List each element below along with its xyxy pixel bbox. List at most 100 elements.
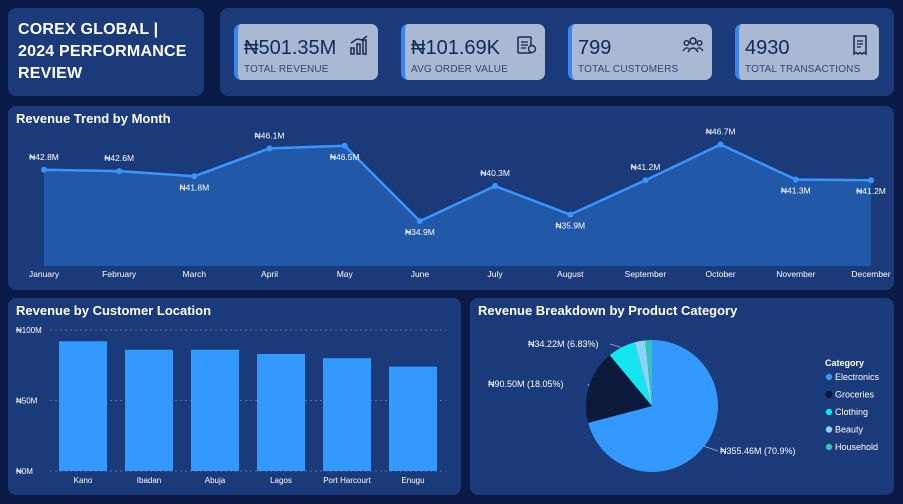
location-bar (323, 358, 371, 471)
pie-leader-line (704, 445, 719, 452)
trend-point (717, 141, 724, 148)
bar-x-tick-label: Kano (74, 476, 93, 485)
product-category-panel: Revenue Breakdown by Product Category ₦3… (470, 298, 894, 495)
trend-x-tick-label: December (851, 269, 890, 279)
trend-point (191, 173, 198, 180)
chart-up-icon (350, 35, 368, 55)
trend-data-label: ₦41.8M (179, 182, 209, 192)
dashboard-title: COREX GLOBAL | 2024 PERFORMANCE REVIEW (18, 21, 187, 82)
kpi-card-total-revenue: ₦501.35M TOTAL REVENUE (234, 24, 378, 80)
kpi-card-total-customers: 799 TOTAL CUSTOMERS (568, 24, 712, 80)
location-bar (59, 341, 107, 471)
revenue-trend-area (44, 144, 871, 266)
pie-leader-line (587, 383, 590, 387)
trend-point (868, 177, 874, 184)
revenue-trend-panel: Revenue Trend by Month ₦42.8M ₦42.6M ₦41.8… (8, 106, 894, 290)
location-bar (125, 349, 173, 471)
receipt-icon (853, 35, 867, 56)
pie-slice (634, 340, 652, 406)
trend-x-tick-label: October (706, 269, 736, 279)
kpi-value: ₦501.35M (244, 37, 337, 59)
trend-x-tick-label: July (488, 269, 504, 279)
trend-x-tick-label: February (102, 269, 137, 279)
pie-slice-label: ₦355.46M (70.9%) (720, 446, 796, 456)
pie-leader-line (609, 343, 622, 348)
trend-data-label: ₦35.9M (555, 221, 585, 231)
trend-data-label: ₦41.2M (856, 186, 886, 196)
title-panel: COREX GLOBAL | 2024 PERFORMANCE REVIEW (8, 8, 204, 96)
trend-point (341, 142, 348, 149)
trend-data-label: ₦46.1M (255, 130, 285, 140)
users-icon (682, 37, 704, 53)
pie-slice (586, 355, 652, 423)
trend-x-tick-label: January (29, 269, 60, 279)
trend-x-tick-label: May (337, 269, 354, 279)
trend-data-label: ₦42.6M (104, 153, 134, 163)
trend-point (116, 168, 123, 175)
location-bar (257, 353, 305, 471)
trend-data-label: ₦41.2M (631, 162, 661, 172)
trend-x-tick-label: March (183, 269, 207, 279)
location-bar (389, 366, 437, 471)
pie-slice (588, 340, 718, 472)
pie-slice-label: ₦34.22M (6.83%) (528, 339, 599, 349)
bar-y-tick-label: ₦100M (16, 326, 42, 335)
trend-x-tick-label: August (557, 269, 584, 279)
bar-y-tick-label: ₦0M (16, 467, 33, 476)
bar-x-tick-label: Lagos (270, 476, 292, 485)
pie-legend-label: Electronics (835, 372, 880, 382)
kpi-card-avg-order-value: ₦101.69K AVG ORDER VALUE (401, 24, 545, 80)
revenue-location-chart: ₦100M ₦50M ₦0M Kano Ibadan Abuja Lagos Port Har… (16, 326, 446, 485)
revenue-trend-chart: ₦42.8M ₦42.6M ₦41.8M ₦46.1M ₦46.5M ₦34.9M ₦40.… (29, 126, 891, 279)
kpi-label: TOTAL CUSTOMERS (578, 64, 679, 75)
pie-legend-swatch (825, 426, 833, 433)
trend-point (567, 211, 574, 218)
trend-data-label: ₦46.7M (706, 126, 736, 136)
pie-legend-swatch (825, 443, 833, 451)
revenue-location-title: Revenue by Customer Location (16, 303, 212, 318)
pie-legend-label: Beauty (835, 425, 864, 435)
bar-x-tick-label: Abuja (205, 476, 226, 485)
pie-slice (645, 340, 652, 406)
trend-point (266, 145, 273, 152)
location-bar (191, 349, 239, 471)
trend-x-tick-label: April (261, 269, 278, 279)
kpi-value: ₦101.69K (411, 37, 500, 59)
bar-x-tick-label: Enugu (401, 476, 424, 485)
pie-legend-swatch (825, 373, 833, 381)
pie-legend-swatch (825, 390, 833, 399)
kpi-value: 799 (578, 37, 612, 59)
revenue-location-panel: Revenue by Customer Location ₦100M ₦50M ₦0… (8, 298, 461, 495)
pie-legend-title: Category (825, 358, 864, 368)
trend-x-tick-label: September (625, 269, 667, 279)
trend-point (41, 166, 47, 173)
pie-legend-swatch (825, 408, 833, 416)
bar-x-tick-label: Port Harcourt (323, 476, 371, 485)
trend-point (492, 183, 499, 190)
product-category-title: Revenue Breakdown by Product Category (478, 303, 738, 318)
pie-legend-label: Clothing (835, 407, 868, 417)
pie-slice-label: ₦90.50M (18.05%) (488, 379, 564, 389)
revenue-trend-line (43, 143, 872, 223)
kpi-label: TOTAL TRANSACTIONS (745, 64, 861, 75)
trend-point (416, 218, 423, 225)
bar-y-tick-label: ₦50M (16, 397, 38, 406)
trend-data-label: ₦46.5M (330, 152, 360, 162)
kpi-label: AVG ORDER VALUE (411, 64, 509, 75)
pie-slice (609, 342, 652, 406)
kpi-value: 4930 (745, 37, 790, 59)
invoice-icon (517, 36, 537, 54)
trend-x-tick-label: June (411, 269, 430, 279)
trend-data-label: ₦42.8M (29, 152, 59, 162)
bar-x-tick-label: Ibadan (137, 476, 161, 485)
trend-point (792, 176, 799, 183)
kpi-panel: ₦501.35M TOTAL REVENUE ₦101.69K AVG ORDE… (220, 8, 894, 96)
kpi-label: TOTAL REVENUE (244, 64, 329, 75)
pie-legend-label: Household (835, 442, 878, 452)
pie-legend-label: Groceries (835, 390, 875, 400)
trend-x-tick-label: November (776, 269, 815, 279)
trend-data-label: ₦41.3M (781, 186, 811, 196)
trend-data-label: ₦34.9M (405, 227, 435, 237)
trend-point (642, 177, 649, 184)
product-category-chart: ₦355.46M (70.9%) ₦90.50M (18.05%) ₦34.22M … (488, 339, 880, 472)
